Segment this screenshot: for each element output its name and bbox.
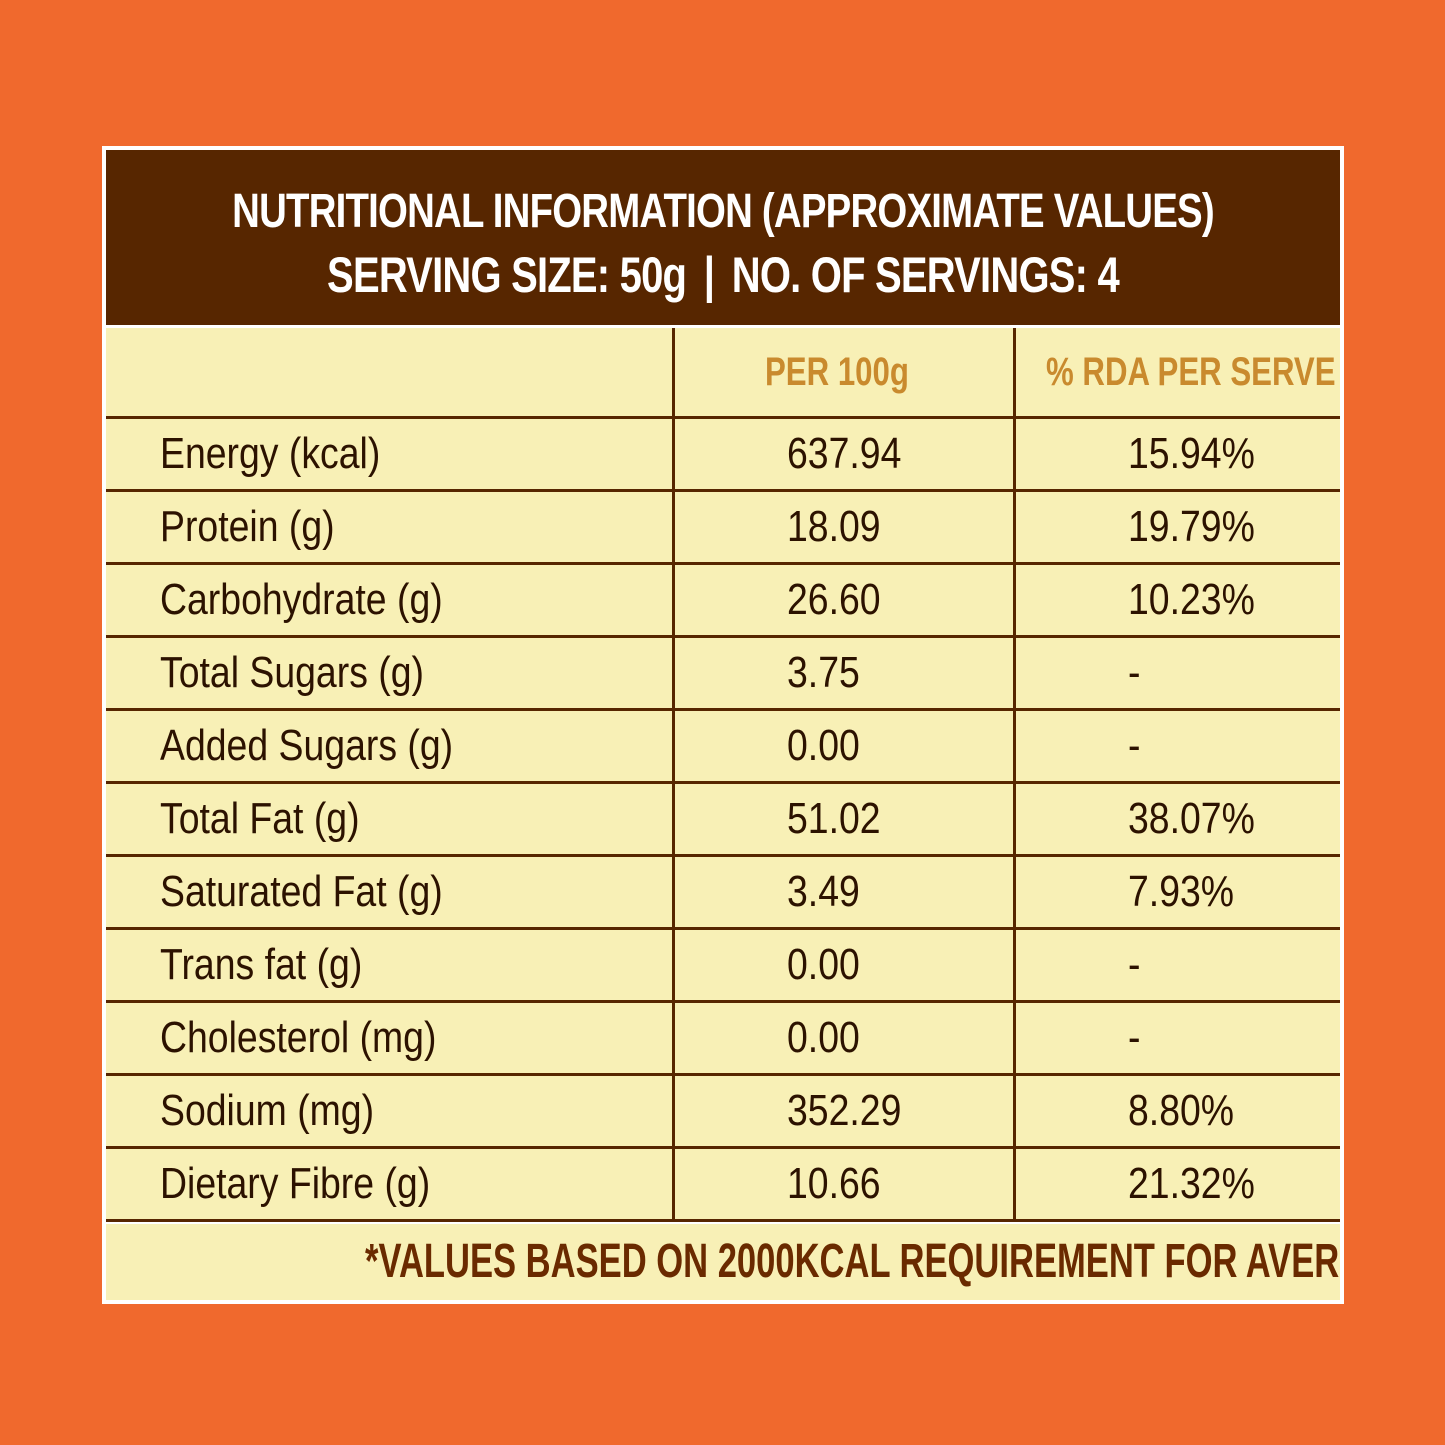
nutrient-name-cell: Sodium (mg) — [106, 1074, 673, 1149]
rda-value-cell: 15.94% — [1012, 417, 1340, 492]
nutrient-name-cell: Cholesterol (mg) — [106, 1001, 673, 1076]
rda-value: 8.80% — [1127, 1086, 1234, 1135]
rda-value-cell: - — [1012, 709, 1340, 784]
rda-value: - — [1127, 648, 1140, 697]
per-100g-value-cell: 637.94 — [671, 417, 1014, 492]
table-row: Saturated Fat (g) 3.49 7.93% — [106, 855, 1340, 930]
nutrient-name: Total Fat (g) — [160, 794, 360, 843]
rda-value: 10.23% — [1127, 575, 1255, 624]
per-100g-value: 0.00 — [786, 721, 860, 770]
footnote-text: *VALUES BASED ON 2000KCAL REQUIREMENT FO… — [365, 1235, 1340, 1288]
rda-value-cell: 19.79% — [1012, 490, 1340, 565]
header-title: NUTRITIONAL INFORMATION (APPROXIMATE VAL… — [232, 185, 1214, 238]
rda-value: 38.07% — [1127, 794, 1255, 843]
rda-value-cell: - — [1012, 1001, 1340, 1076]
column-header-per-100g: PER 100g — [671, 325, 1014, 419]
nutrient-name: Total Sugars (g) — [160, 648, 424, 697]
rda-value: - — [1127, 721, 1140, 770]
table-row: Protein (g) 18.09 19.79% — [106, 490, 1340, 565]
nutrient-name: Cholesterol (mg) — [160, 1013, 437, 1062]
rda-value-cell: 38.07% — [1012, 782, 1340, 857]
nutrient-name: Added Sugars (g) — [160, 721, 454, 770]
rda-value: 21.32% — [1127, 1159, 1255, 1208]
column-header-rda: % RDA PER SERVE — [1012, 325, 1340, 419]
rda-value-cell: 7.93% — [1012, 855, 1340, 930]
column-header-label: % RDA PER SERVE — [1045, 349, 1336, 394]
table-row: Trans fat (g) 0.00 - — [106, 928, 1340, 1003]
nutrient-name-cell: Added Sugars (g) — [106, 709, 673, 784]
rda-value: 7.93% — [1127, 867, 1234, 916]
table-row: Total Fat (g) 51.02 38.07% — [106, 782, 1340, 857]
header-serving-info: SERVING SIZE: 50g | NO. OF SERVINGS: 4 — [229, 246, 1216, 304]
per-100g-value-cell: 0.00 — [671, 1001, 1014, 1076]
nutrient-name: Saturated Fat (g) — [160, 867, 443, 916]
table-row: Cholesterol (mg) 0.00 - — [106, 1001, 1340, 1076]
nutrition-table: PER 100g % RDA PER SERVE Energy (kcal) 63… — [106, 325, 1340, 1222]
nutrient-name: Protein (g) — [160, 502, 335, 551]
table-row: Dietary Fibre (g) 10.66 21.32% — [106, 1147, 1340, 1222]
per-100g-value-cell: 3.75 — [671, 636, 1014, 711]
nutrient-name-cell: Trans fat (g) — [106, 928, 673, 1003]
rda-value: 19.79% — [1127, 502, 1255, 551]
footnote: *VALUES BASED ON 2000KCAL REQUIREMENT FO… — [106, 1224, 1340, 1300]
per-100g-value: 18.09 — [786, 502, 881, 551]
nutrient-name-cell: Protein (g) — [106, 490, 673, 565]
per-100g-value: 0.00 — [786, 940, 860, 989]
per-100g-value: 51.02 — [786, 794, 881, 843]
per-100g-value: 0.00 — [786, 1013, 860, 1062]
nutrition-panel: NUTRITIONAL INFORMATION (APPROXIMATE VAL… — [102, 146, 1344, 1304]
rda-value-cell: 21.32% — [1012, 1147, 1340, 1222]
nutrient-name-cell: Carbohydrate (g) — [106, 563, 673, 638]
per-100g-value-cell: 10.66 — [671, 1147, 1014, 1222]
nutrient-name: Carbohydrate (g) — [160, 575, 443, 624]
nutrient-name: Sodium (mg) — [160, 1086, 375, 1135]
nutrient-name-cell: Total Sugars (g) — [106, 636, 673, 711]
table-row: Added Sugars (g) 0.00 - — [106, 709, 1340, 784]
header-separator: | — [703, 247, 715, 303]
per-100g-value: 637.94 — [786, 429, 901, 478]
table-row: Total Sugars (g) 3.75 - — [106, 636, 1340, 711]
per-100g-value-cell: 352.29 — [671, 1074, 1014, 1149]
per-100g-value-cell: 18.09 — [671, 490, 1014, 565]
rda-value-cell: 10.23% — [1012, 563, 1340, 638]
table-row: Energy (kcal) 637.94 15.94% — [106, 417, 1340, 492]
column-header-nutrient — [106, 325, 673, 419]
per-100g-value: 26.60 — [786, 575, 881, 624]
per-100g-value: 352.29 — [786, 1086, 901, 1135]
table-header-row: PER 100g % RDA PER SERVE — [106, 325, 1340, 419]
serving-size: SERVING SIZE: 50g — [327, 247, 687, 303]
column-header-label: PER 100g — [764, 349, 909, 394]
per-100g-value: 10.66 — [786, 1159, 881, 1208]
nutrient-name-cell: Energy (kcal) — [106, 417, 673, 492]
rda-value-cell: - — [1012, 928, 1340, 1003]
per-100g-value: 3.75 — [786, 648, 860, 697]
per-100g-value-cell: 0.00 — [671, 928, 1014, 1003]
rda-value: - — [1127, 1013, 1140, 1062]
nutrient-name: Dietary Fibre (g) — [160, 1159, 431, 1208]
servings-count: NO. OF SERVINGS: 4 — [731, 247, 1120, 303]
nutrient-name: Trans fat (g) — [160, 940, 363, 989]
rda-value: - — [1127, 940, 1140, 989]
rda-value-cell: - — [1012, 636, 1340, 711]
per-100g-value: 3.49 — [786, 867, 860, 916]
table-row: Sodium (mg) 352.29 8.80% — [106, 1074, 1340, 1149]
nutrient-name-cell: Saturated Fat (g) — [106, 855, 673, 930]
nutrient-name-cell: Dietary Fibre (g) — [106, 1147, 673, 1222]
rda-value: 15.94% — [1127, 429, 1255, 478]
nutrient-name: Energy (kcal) — [160, 429, 381, 478]
per-100g-value-cell: 51.02 — [671, 782, 1014, 857]
per-100g-value-cell: 26.60 — [671, 563, 1014, 638]
nutrient-name-cell: Total Fat (g) — [106, 782, 673, 857]
rda-value-cell: 8.80% — [1012, 1074, 1340, 1149]
per-100g-value-cell: 3.49 — [671, 855, 1014, 930]
table-row: Carbohydrate (g) 26.60 10.23% — [106, 563, 1340, 638]
per-100g-value-cell: 0.00 — [671, 709, 1014, 784]
